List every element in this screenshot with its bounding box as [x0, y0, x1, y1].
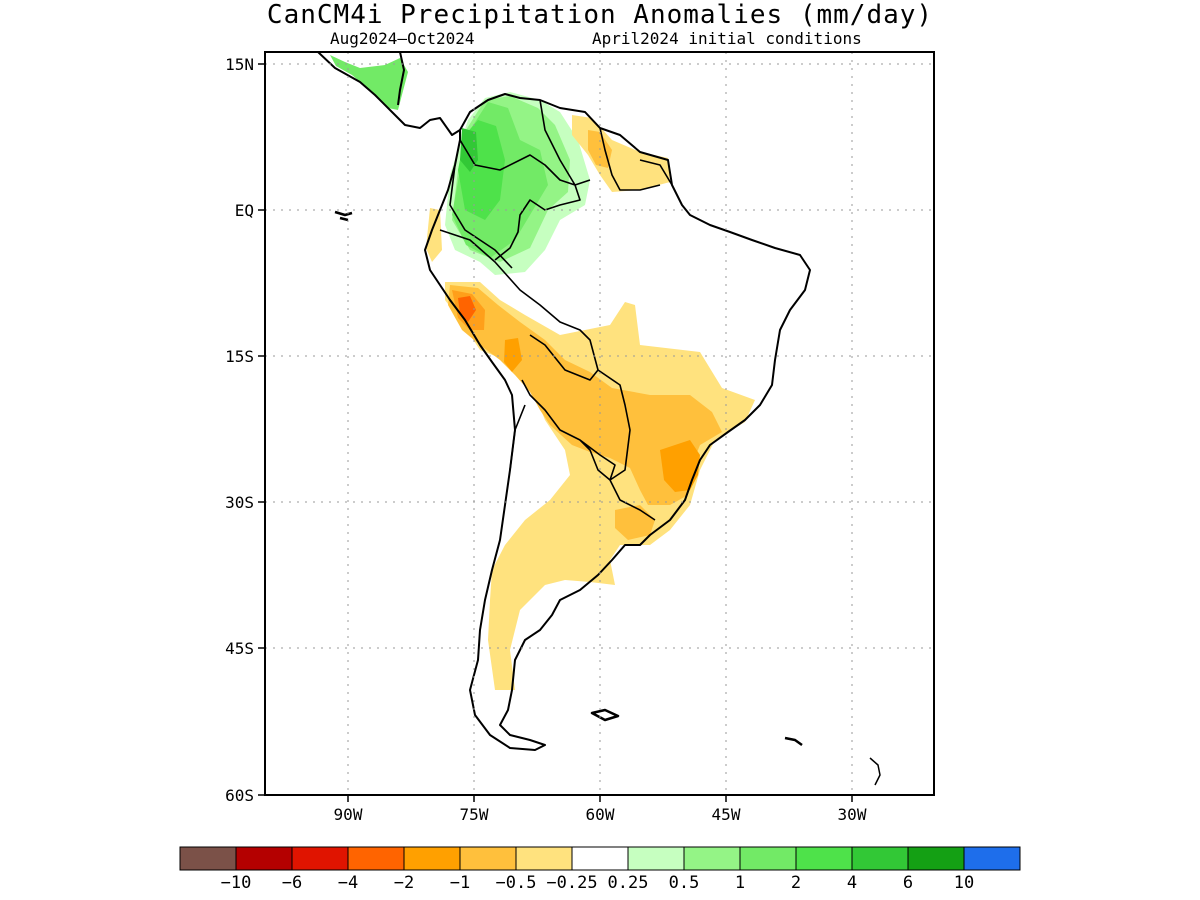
- colorbar-swatch: [907, 846, 965, 871]
- lon-label-30w: 30W: [838, 805, 867, 824]
- central-america-wet-area: [330, 55, 408, 110]
- colorbar-label: −6: [282, 873, 302, 893]
- period-subtitle: Aug2024–Oct2024: [330, 29, 475, 48]
- colorbar-label: −4: [338, 873, 358, 893]
- colorbar-swatch: [571, 846, 629, 871]
- colorbar-swatch: [179, 846, 237, 871]
- bolivia-dry-core: [504, 338, 522, 372]
- lon-label-45w: 45W: [712, 805, 741, 824]
- colorbar-swatch: [459, 846, 517, 871]
- anomaly-shading: [330, 55, 755, 690]
- lat-label-60s: 60S: [225, 786, 254, 805]
- colorbar-label: 2: [791, 873, 801, 893]
- latitude-labels: 15N EQ 15S 30S 45S 60S: [225, 55, 254, 805]
- initial-conditions-subtitle: April2024 initial conditions: [592, 29, 862, 48]
- galapagos: [334, 210, 353, 222]
- colorbar-swatch: [347, 846, 405, 871]
- south-georgia: [784, 736, 803, 747]
- colorbar-swatch: [403, 846, 461, 871]
- colorbar-swatch: [683, 846, 741, 871]
- chart-title: CanCM4i Precipitation Anomalies (mm/day): [266, 0, 934, 30]
- colorbar-swatch: [851, 846, 909, 871]
- colorbar-label: 1: [735, 873, 745, 893]
- lat-label-30s: 30S: [225, 493, 254, 512]
- colorbar: −10 −6 −4 −2 −1 −0.5 −0.25 0.25 0.5 1 2 4 6 10: [179, 846, 1021, 893]
- colorbar-swatch: [795, 846, 853, 871]
- central-america-coast: [317, 52, 461, 136]
- south-america-coast: [424, 93, 811, 751]
- colorbar-swatch: [627, 846, 685, 871]
- colorbar-label: 0.25: [608, 873, 649, 893]
- lat-label-15s: 15S: [225, 347, 254, 366]
- lon-label-60w: 60W: [586, 805, 615, 824]
- southeast-brazil-dry-core: [660, 440, 700, 492]
- lon-label-90w: 90W: [334, 805, 363, 824]
- colorbar-swatch: [291, 846, 349, 871]
- falkland-islands: [590, 708, 620, 722]
- coastlines: [317, 52, 881, 786]
- colorbar-label: −1: [450, 873, 470, 893]
- colorbar-swatch: [739, 846, 797, 871]
- colorbar-label: −2: [394, 873, 414, 893]
- lon-label-75w: 75W: [460, 805, 489, 824]
- lat-label-45s: 45S: [225, 639, 254, 658]
- colorbar-label: 0.5: [669, 873, 700, 893]
- tick-marks: [258, 63, 853, 802]
- lat-label-15n: 15N: [225, 55, 254, 74]
- longitude-labels: 90W 75W 60W 45W 30W: [334, 805, 867, 824]
- colorbar-label: −10: [221, 873, 252, 893]
- country-borders: [439, 99, 673, 521]
- southern-islands: [869, 757, 881, 786]
- colorbar-swatch: [235, 846, 293, 871]
- colorbar-label: −0.5: [496, 873, 537, 893]
- lat-label-eq: EQ: [235, 201, 254, 220]
- colorbar-label: 6: [903, 873, 913, 893]
- colorbar-swatch: [515, 846, 573, 871]
- ecuador-dry-area: [426, 208, 442, 262]
- colorbar-label: 10: [954, 873, 974, 893]
- colorbar-swatch: [963, 846, 1021, 871]
- colorbar-label: −0.25: [546, 873, 597, 893]
- colorbar-label: 4: [847, 873, 857, 893]
